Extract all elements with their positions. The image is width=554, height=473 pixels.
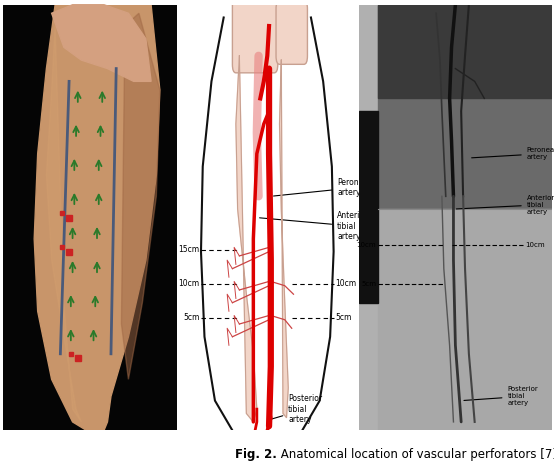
Text: 10cm: 10cm [357, 242, 376, 248]
Polygon shape [52, 5, 151, 81]
Polygon shape [236, 56, 257, 422]
Text: Fig. 2.: Fig. 2. [235, 447, 277, 461]
Polygon shape [47, 26, 81, 422]
Polygon shape [280, 60, 288, 418]
Text: Anatomical location of vascular perforators [7].: Anatomical location of vascular perforat… [277, 447, 554, 461]
FancyBboxPatch shape [233, 0, 278, 73]
Text: Posterior
tibial
artery: Posterior tibial artery [464, 386, 538, 406]
Text: 15cm: 15cm [178, 245, 199, 254]
Text: Peroneal
artery: Peroneal artery [274, 178, 371, 198]
FancyBboxPatch shape [276, 0, 307, 64]
Bar [378, 5, 552, 209]
Text: 5cm: 5cm [361, 280, 376, 287]
Bar [378, 5, 552, 98]
Text: 10cm: 10cm [335, 279, 356, 288]
Bar [359, 111, 378, 303]
Polygon shape [34, 5, 160, 430]
Text: 10cm: 10cm [525, 242, 545, 248]
Text: Peroneal
artery: Peroneal artery [471, 147, 554, 160]
Text: Anterior
tibial
artery: Anterior tibial artery [456, 195, 554, 215]
Text: Posterior
tibial
artery: Posterior tibial artery [271, 394, 322, 424]
Text: 5cm: 5cm [335, 313, 352, 322]
Text: Anterior
tibial
artery: Anterior tibial artery [260, 211, 368, 241]
Bar [378, 209, 552, 430]
Text: 10cm: 10cm [178, 279, 199, 288]
Text: 5cm: 5cm [183, 313, 199, 322]
Polygon shape [121, 13, 160, 379]
